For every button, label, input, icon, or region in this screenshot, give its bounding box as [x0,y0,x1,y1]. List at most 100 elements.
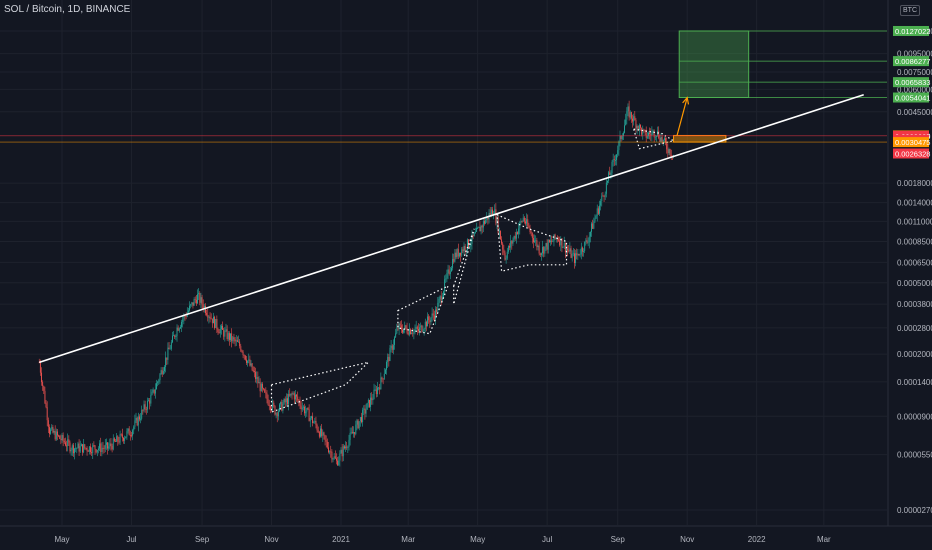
candle-body [249,359,251,366]
candle-body [661,137,663,142]
candle-body [289,394,291,396]
candle-body [143,404,145,411]
candle-body [429,320,431,323]
candle-body [55,431,57,440]
candle-body [383,373,385,379]
candle-body [486,216,488,221]
candle-body [521,221,523,223]
candle-body [343,446,345,449]
candle-body [599,205,600,214]
position-boxes [0,30,887,143]
target-arrow-shaft [676,97,688,137]
candle-body [301,407,303,410]
x-tick-label: Jul [542,535,552,544]
candle-body [91,452,93,454]
candle-body [504,252,506,260]
candle-body [272,402,274,410]
candle-body [564,242,566,253]
time-axis[interactable]: May Jul Sep Nov 2021 Mar May Jul Sep Nov 2022 Mar [0,525,932,544]
candle-body [515,232,517,239]
candle-body [643,129,645,131]
candle-body [667,149,669,154]
candle-body [58,435,60,437]
candle-body [279,404,280,412]
x-tick-label: May [54,535,69,544]
candle-body [570,248,572,258]
candle-body [411,333,413,334]
candle-body [581,247,583,252]
candle-body [244,355,246,360]
candle-body [323,432,325,436]
candle-body [369,399,370,407]
candle-body [350,432,352,434]
candle-body [359,417,361,422]
candle-body [407,332,409,335]
candle-body [52,426,54,433]
candle-body [51,426,53,430]
candle-body [302,406,304,408]
candle-body [410,329,411,334]
candle-body [612,159,614,162]
candle-body [460,252,462,256]
x-tick-label: Sep [195,535,210,544]
candle-body [433,315,435,320]
candle-body [502,243,504,250]
candle-body [637,126,639,130]
candle-body [128,428,130,436]
candle-body [227,333,229,339]
candle-body [220,325,222,330]
candle-body [99,443,101,449]
candle-body [240,346,242,351]
candle-body [263,388,265,390]
candle-body [506,251,508,259]
candle-body [668,149,670,154]
candle-body [317,430,319,433]
candle-body [627,106,629,112]
candle-body [173,335,175,337]
candle-body [400,325,402,330]
candle-body [256,376,258,379]
y-tick-label: 0.0006500 [897,258,932,267]
candle-body [448,269,450,275]
candle-body [666,142,668,150]
candle-body [92,445,94,454]
candle-body [642,129,644,135]
candle-body [394,337,395,345]
candle-body [322,432,324,436]
candle-body [313,422,315,424]
candle-body [363,408,365,410]
candle-body [552,241,554,243]
candle-body [135,417,137,421]
price-label-text: 0.0030475 [895,138,930,147]
candle-body [269,406,271,410]
candle-body [588,236,590,243]
candle-body [187,310,189,313]
candle-body [480,225,482,232]
candle-body [603,195,605,197]
candle-body [167,347,169,360]
candle-body [513,236,515,240]
candle-body [217,329,219,333]
candle-body [238,341,239,343]
candle-body [389,347,391,362]
candle-body [561,238,563,248]
candle-body [566,248,567,253]
candle-body [636,126,638,129]
candle-body [267,399,269,405]
candle-body [550,240,551,243]
candle-body [669,149,671,156]
candle-body [274,405,276,415]
candle-body [382,378,384,380]
candle-body [207,314,209,318]
candle-body [428,316,430,321]
candle-body [474,231,476,234]
candle-body [254,371,255,372]
candle-body [137,416,139,426]
candle-body [424,321,426,330]
price-label-badge [893,56,929,67]
candle-body [391,345,393,350]
candle-body [605,182,607,194]
candle-body [60,438,62,441]
candle-body [530,231,532,234]
